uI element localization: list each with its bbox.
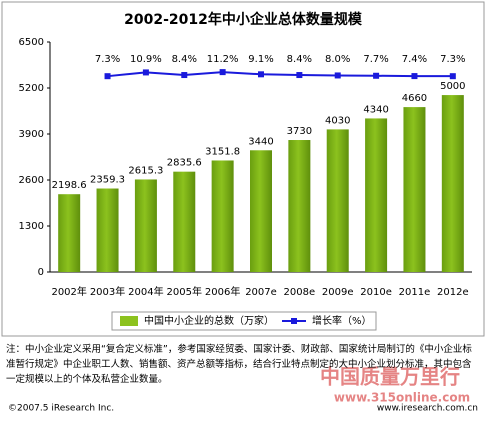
x-tick-label: 2004年 — [128, 285, 163, 298]
bar — [134, 179, 157, 272]
data-label: 4660 — [402, 93, 427, 104]
growth-label: 8.4% — [287, 54, 312, 65]
data-label: 2835.6 — [167, 158, 202, 169]
data-label: 2359.3 — [90, 175, 125, 186]
growth-label: 9.1% — [248, 54, 273, 65]
growth-marker — [258, 71, 264, 78]
growth-label: 11.2% — [207, 54, 239, 65]
x-tick-label: 2006年 — [205, 285, 240, 298]
y-tick-label: 6500 — [19, 37, 44, 48]
growth-label: 8.0% — [325, 54, 350, 65]
x-tick-label: 2009e — [322, 287, 354, 298]
legend-swatch — [120, 316, 138, 326]
growth-marker — [449, 73, 456, 80]
bar — [250, 150, 272, 272]
chart-title: 2002-2012年中小企业总体数量规模 — [124, 11, 363, 28]
growth-marker — [334, 72, 341, 79]
x-tick-label: 2008e — [284, 287, 316, 298]
bar — [326, 129, 349, 272]
x-tick-label: 2002年 — [51, 285, 86, 298]
y-tick-label: 2600 — [19, 175, 44, 186]
legend-swatch — [291, 318, 297, 324]
source: ©2007.5 iResearch Inc. — [8, 404, 114, 414]
growth-label: 7.4% — [402, 54, 427, 65]
growth-label: 8.4% — [172, 54, 197, 65]
bar — [58, 194, 81, 272]
growth-line — [107, 71, 453, 78]
bar — [403, 107, 426, 272]
website: www.iresearch.com.cn — [377, 404, 478, 414]
x-tick-label: 2012e — [437, 287, 469, 298]
legend-frame — [111, 311, 377, 331]
x-tick-label: 2010e — [360, 287, 392, 298]
watermark: www.315online.com — [334, 391, 470, 405]
growth-marker — [104, 73, 111, 80]
x-tick-label: 2007e — [245, 287, 277, 298]
legend-label: 增长率（%） — [312, 314, 372, 327]
data-label: 3440 — [248, 136, 273, 147]
note: 注：中小企业定义采用“复合定义标准”，参考国家经贸委、国家计委、财政部、国家统计… — [6, 344, 472, 385]
data-label: 4030 — [325, 115, 350, 126]
growth-marker — [219, 69, 226, 76]
y-tick-label: 3900 — [19, 129, 44, 140]
y-tick-label: 5200 — [19, 83, 44, 94]
growth-label: 10.9% — [130, 54, 162, 65]
growth-marker — [296, 72, 303, 79]
growth-label: 7.3% — [95, 54, 120, 65]
y-tick-label: 1300 — [19, 221, 44, 232]
data-label: 5000 — [440, 81, 465, 92]
data-label: 2198.6 — [52, 180, 87, 191]
legend-label: 中国中小企业的总数（万家） — [144, 314, 274, 327]
bar — [365, 118, 388, 272]
bar — [173, 171, 196, 272]
x-tick-label: 2005年 — [167, 285, 202, 298]
data-label: 3730 — [287, 126, 312, 137]
bar — [96, 188, 119, 272]
x-tick-label: 2011e — [399, 287, 431, 298]
x-tick-label: 2003年 — [90, 285, 125, 298]
data-label: 2615.3 — [128, 165, 163, 176]
data-label: 4340 — [363, 104, 388, 115]
y-tick-label: 0 — [38, 267, 44, 278]
growth-marker — [142, 69, 149, 76]
data-label: 3151.8 — [205, 146, 240, 157]
bar — [211, 160, 234, 272]
growth-marker — [411, 73, 418, 80]
chart-frame — [1, 1, 485, 337]
growth-label: 7.7% — [363, 54, 388, 65]
growth-marker — [181, 72, 188, 79]
watermark: 中国质量万里行 — [320, 365, 460, 389]
bar — [288, 140, 311, 272]
bar — [441, 95, 464, 272]
growth-label: 7.3% — [440, 54, 465, 65]
growth-marker — [373, 72, 380, 79]
